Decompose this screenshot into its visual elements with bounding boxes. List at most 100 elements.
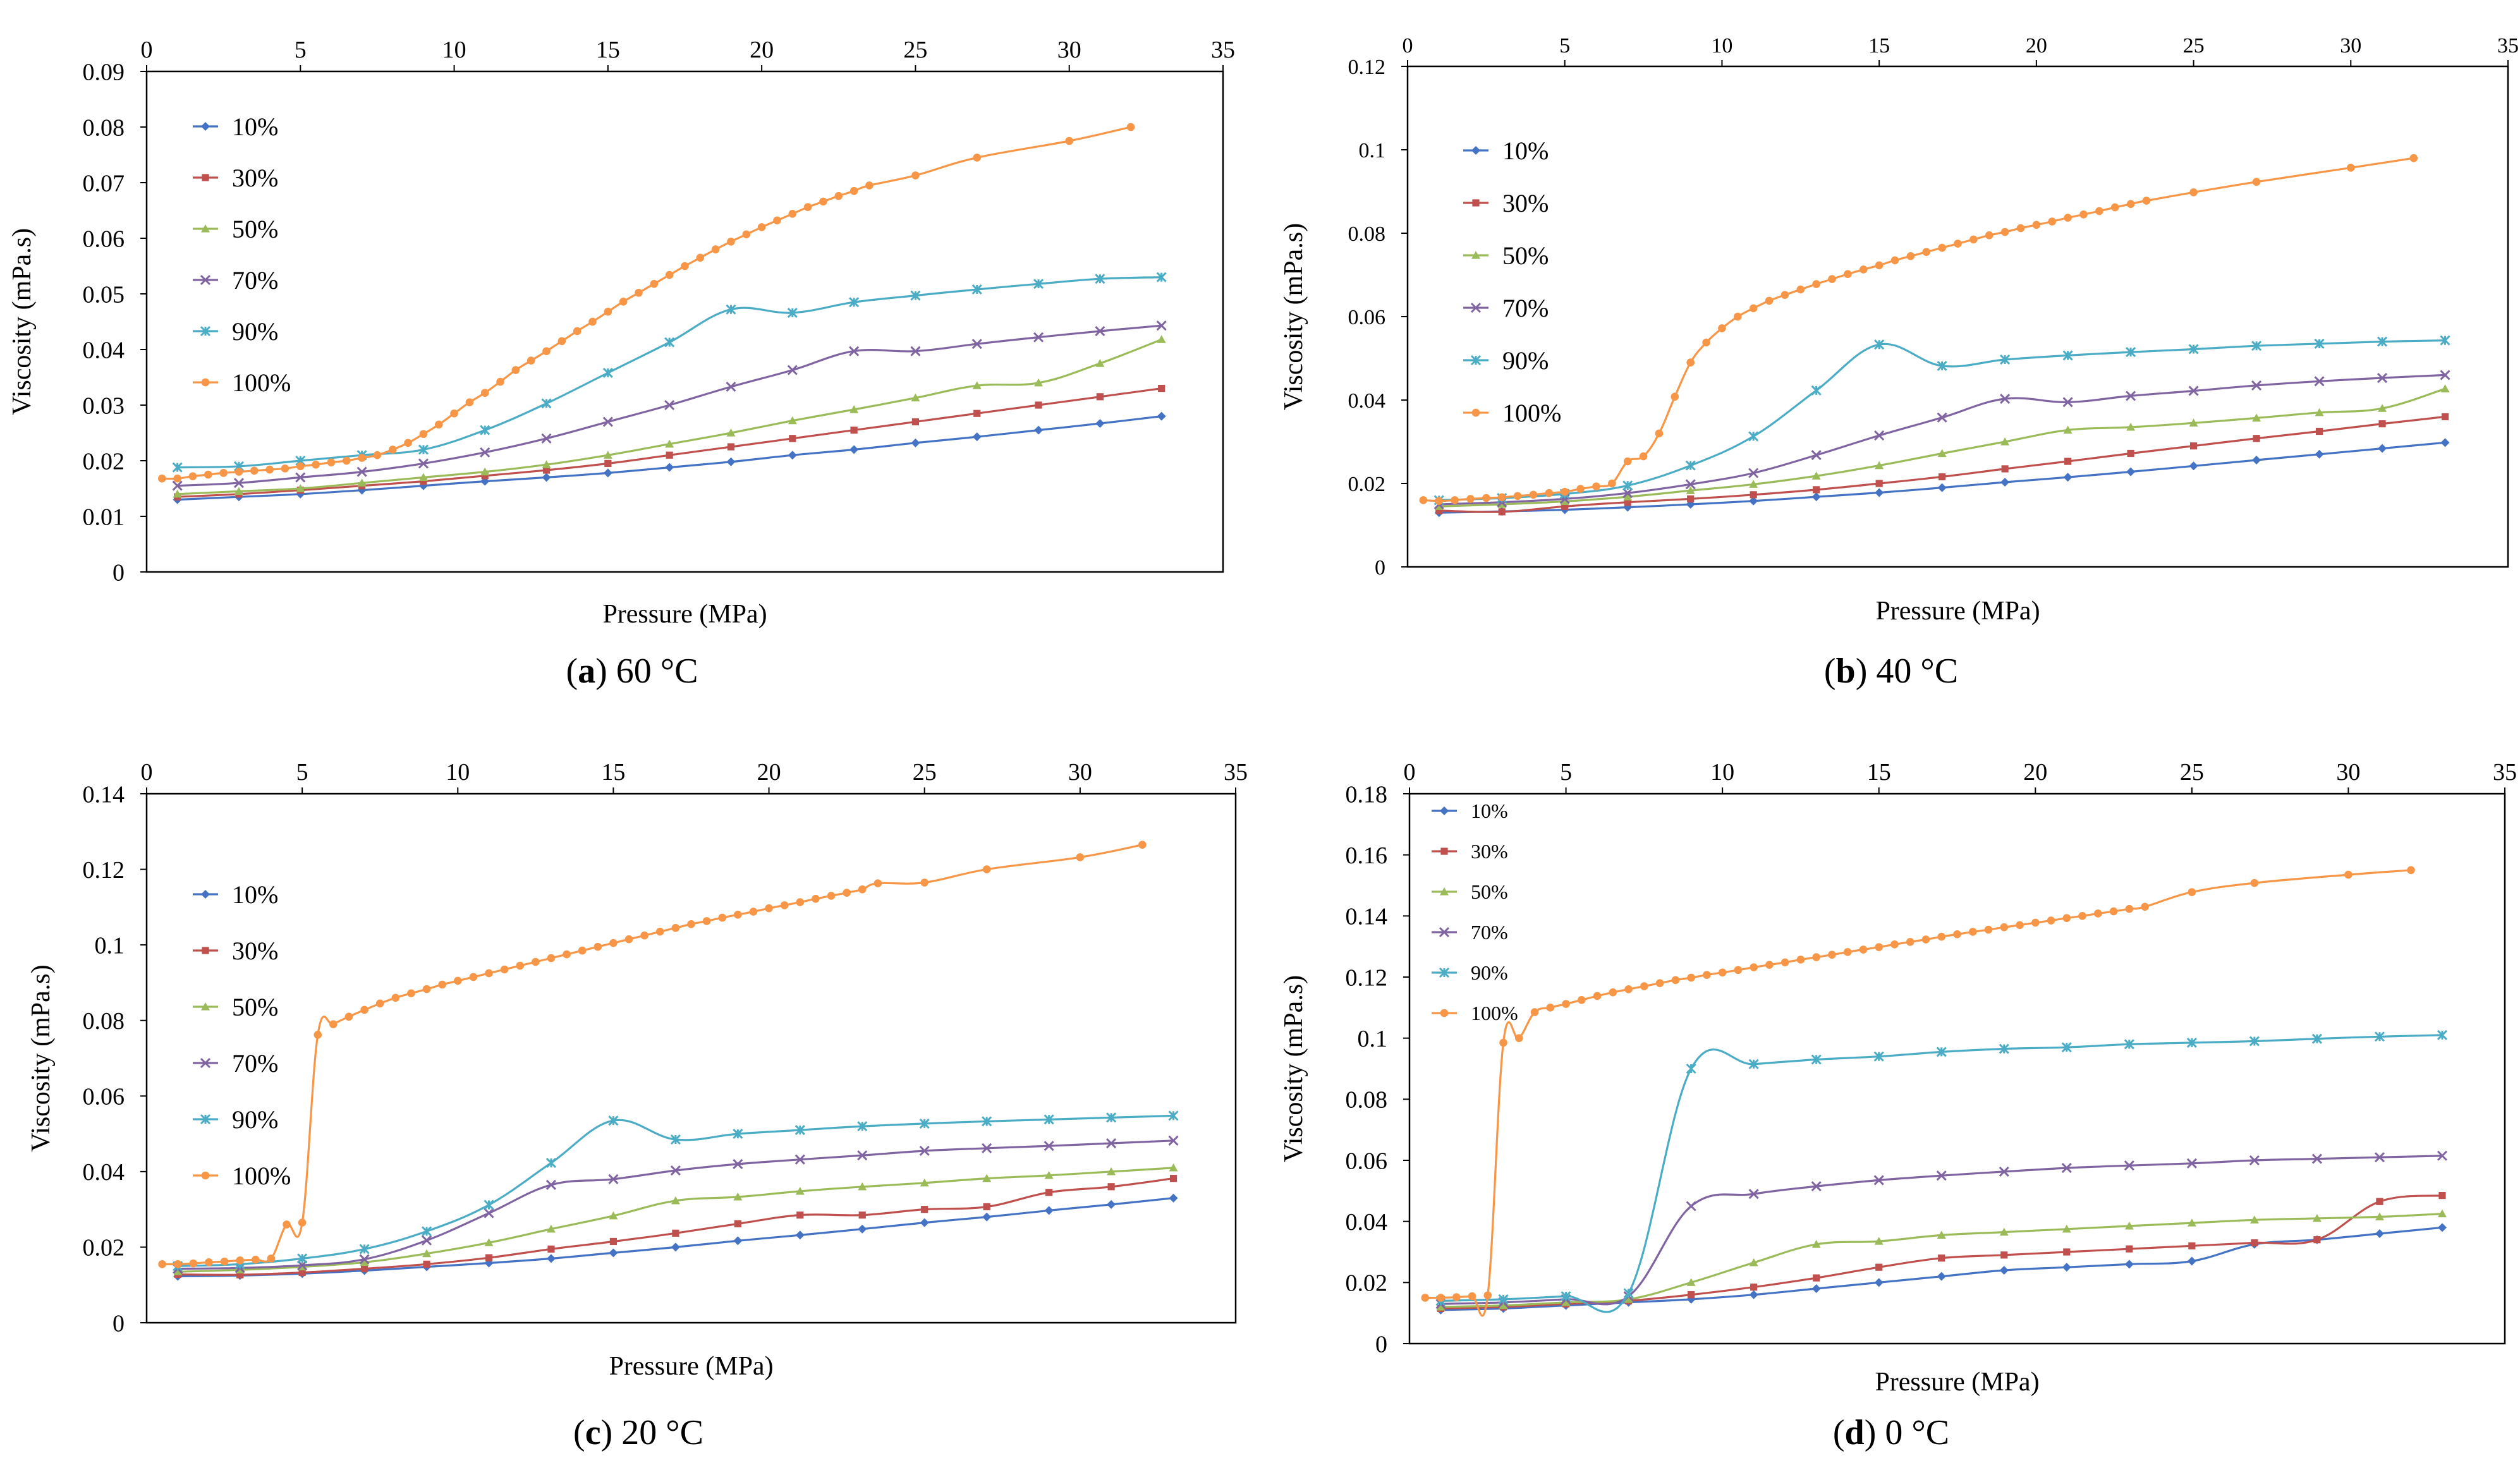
panel-a-point-100pct [911,171,920,179]
panel-d-point-30pct [1688,1291,1695,1299]
panel-d-point-70pct [2374,1152,2385,1163]
panel-c-point-100pct [1076,853,1085,861]
panel-c-ytick-label: 0.12 [83,857,125,884]
panel-d-point-70pct [1748,1189,1759,1200]
panel-a-point-100pct [342,456,351,465]
panel-d-point-100pct [1718,968,1727,977]
panel-b-point-10pct [2126,467,2136,477]
panel-d-point-50pct [2124,1221,2134,1230]
panel-b-point-50pct [1875,461,1884,470]
panel-a-point-100pct [757,223,766,231]
panel-a-point-30pct [727,443,735,451]
panel-a-point-10pct [726,457,736,466]
panel-b-line-100pct [1423,157,2414,502]
panel-b-xtick-label: 5 [1559,34,1570,58]
panel-b-letter: b [1836,652,1856,691]
panel-b-point-100pct [2064,214,2072,222]
panel-c-series-90pct [173,1110,1179,1272]
panel-d-point-90pct [1873,1051,1884,1062]
panel-b-point-10pct [2000,478,2010,487]
panel-d-point-100pct [1796,956,1805,964]
panel-a-point-50pct [1034,378,1044,387]
panel-b-point-100pct [1812,280,1820,288]
panel-c-point-70pct [794,1154,805,1165]
panel-b-xlabel: Pressure (MPa) [1875,597,2040,626]
panel-b-xtick-label: 30 [2340,34,2361,58]
panel-c-point-100pct [422,985,431,993]
panel-a-point-100pct [265,465,274,474]
panel-c-legend-marker [202,947,209,954]
panel-b-point-100pct [1451,496,1459,504]
panel-c-point-90pct [1168,1110,1179,1121]
panel-b-point-100pct [1844,270,1852,278]
panel-d-point-70pct [2186,1158,2197,1169]
panel-a-point-50pct [173,489,182,498]
panel-b-point-10pct [1937,483,1947,492]
panel-d-point-100pct [1671,976,1680,985]
panel-b-point-70pct [1874,430,1885,441]
panel-d-point-100pct [1468,1292,1476,1301]
panel-c-legend-label: 10% [232,880,278,909]
panel-c-xtick-label: 35 [1224,759,1248,786]
panel-c-xtick-label: 25 [913,759,937,786]
panel-a-ytick-label: 0.01 [83,504,125,530]
panel-d-point-100pct [1859,945,1868,954]
panel-c-point-100pct [453,976,462,985]
panel-d-point-50pct [2187,1218,2196,1227]
panel-a-point-100pct [696,253,705,262]
panel-c-point-30pct [858,1212,866,1219]
panel-b-legend-label: 30% [1502,189,1549,217]
panel-b-point-30pct [2189,442,2198,450]
panel-d-point-70pct [1811,1181,1822,1192]
panel-c-point-100pct [640,931,648,940]
panel-a-point-100pct [419,430,428,439]
panel-d-xtick-label: 15 [1867,759,1891,786]
panel-d-point-100pct [1812,953,1820,961]
panel-b-point-100pct [2032,221,2041,229]
panel-a-point-100pct [834,191,843,200]
panel-d-point-30pct [2438,1191,2446,1200]
panel-b-point-100pct [2126,200,2135,209]
panel-c-point-50pct [360,1258,369,1266]
panel-b-point-100pct [1608,479,1616,488]
panel-d-point-100pct [1921,935,1930,944]
panel-b-point-30pct [1875,480,1883,487]
panel-c-point-100pct [843,889,851,897]
panel-d-point-50pct [1499,1301,1508,1309]
panel-b-point-100pct [1875,261,1884,270]
panel-b-point-100pct [1529,490,1538,499]
panel-d-point-30pct [2376,1198,2383,1205]
panel-d-point-100pct [1593,992,1602,1000]
panel-a-ytick-label: 0 [113,559,125,586]
panel-c-point-30pct [1045,1189,1053,1196]
panel-d-point-70pct [2311,1153,2322,1164]
panel-a: (a) 60 °C 0 5 10 15 20 25 30 35 0 0.01 0.02 0.03 0.0… [8,37,1235,691]
panel-c-point-10pct [671,1242,680,1252]
panel-d-point-100pct [1421,1294,1430,1302]
panel-d-point-100pct [1734,966,1743,975]
panel-a-letter: a [578,652,595,691]
panel-b-point-100pct [2142,197,2151,205]
panel-c-point-100pct [313,1031,322,1039]
panel-b-xtick-label: 10 [1711,34,1732,58]
panel-b-ytick-label: 0.12 [1348,56,1386,79]
panel-d-point-10pct [1999,1266,2009,1275]
panel-b-point-100pct [1749,304,1758,313]
panel-b-point-10pct [2252,456,2261,465]
panel-a-point-100pct [635,288,643,297]
panel-b-point-70pct [2314,376,2325,387]
panel-a-point-100pct [849,186,858,195]
panel-a-xtick-label: 5 [295,37,307,63]
panel-b-point-90pct [2440,335,2450,346]
panel-d-point-100pct [1624,985,1633,993]
panel-b-temperature: 40 °C [1867,652,1958,691]
panel-a-temperature: 60 °C [607,652,698,691]
panel-c-point-100pct [391,993,400,1002]
panel-c-point-100pct [252,1255,260,1264]
panel-a-point-90pct [664,337,675,348]
panel-b-point-100pct [1655,429,1664,438]
panel-a-point-100pct [388,446,397,454]
panel-a-ytick-label: 0.05 [83,281,125,308]
panel-a-point-90pct [971,284,982,295]
panel-a-ytick-label: 0.02 [83,448,125,475]
